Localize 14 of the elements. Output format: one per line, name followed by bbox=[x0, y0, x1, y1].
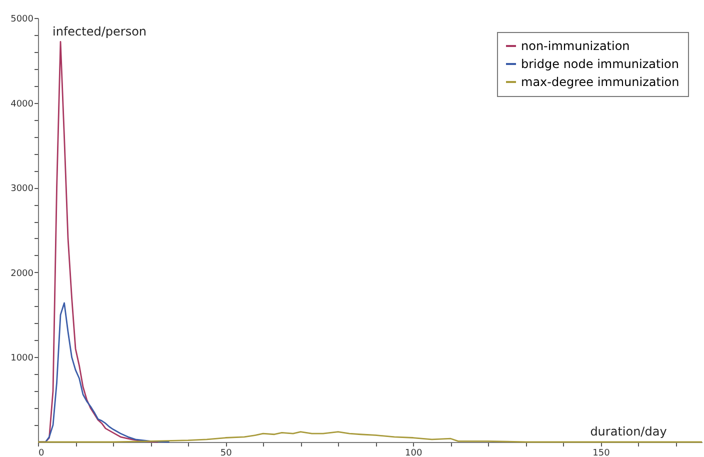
legend-label: bridge node immunization bbox=[521, 57, 679, 71]
y-axis-title: infected/person bbox=[52, 24, 147, 38]
x-tick-label: 50 bbox=[220, 448, 232, 457]
y-tick-label: 2000 bbox=[10, 268, 34, 279]
x-tick-label: 100 bbox=[405, 448, 422, 457]
legend-label: max-degree immunization bbox=[521, 75, 680, 89]
x-tick-label: 0 bbox=[38, 448, 44, 457]
y-tick-label: 3000 bbox=[10, 184, 34, 194]
y-tick-label: 5000 bbox=[10, 14, 34, 24]
y-tick-label: 4000 bbox=[10, 99, 34, 110]
x-axis-title: duration/day bbox=[590, 424, 667, 438]
legend-label: non-immunization bbox=[521, 39, 630, 53]
x-tick-label: 150 bbox=[592, 448, 610, 457]
y-tick-label: 1000 bbox=[10, 354, 34, 364]
